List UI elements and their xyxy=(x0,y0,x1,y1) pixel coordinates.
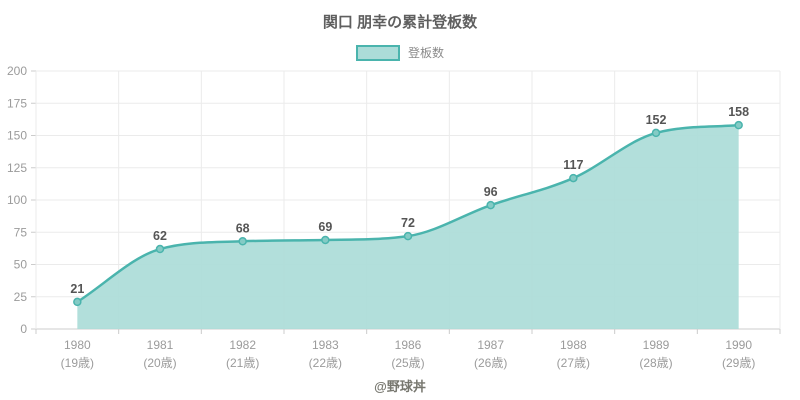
data-point xyxy=(403,231,413,241)
data-point xyxy=(486,200,495,210)
data-point xyxy=(569,173,578,183)
data-label: 152 xyxy=(646,113,667,127)
x-tick-label-age: (22歳) xyxy=(309,356,342,370)
y-tick-label: 25 xyxy=(14,290,28,304)
x-tick-label-age: (21歳) xyxy=(226,356,259,370)
x-tick-label-year: 1981 xyxy=(147,338,174,352)
legend-label: 登板数 xyxy=(407,46,444,60)
chart-title: 関口 朋幸の累計登板数 xyxy=(322,14,478,31)
data-point xyxy=(238,237,247,246)
data-label: 21 xyxy=(70,282,84,296)
x-tick-label-year: 1987 xyxy=(477,338,504,352)
x-tick-label-year: 1990 xyxy=(725,338,752,352)
x-tick-label-age: (26歳) xyxy=(474,356,507,370)
data-label: 96 xyxy=(484,185,498,199)
legend-swatch xyxy=(355,44,400,61)
data-point xyxy=(734,120,743,130)
y-tick-label: 100 xyxy=(7,193,27,207)
x-tick-label-year: 1986 xyxy=(395,338,422,352)
y-tick-label: 200 xyxy=(7,64,27,78)
watermark-text: @野球丼 xyxy=(374,379,426,394)
x-tick-label-age: (19歳) xyxy=(61,356,94,370)
x-tick-label-age: (29歳) xyxy=(722,356,755,370)
x-tick-label-age: (25歳) xyxy=(391,356,424,370)
y-tick-label: 175 xyxy=(7,96,27,110)
data-label: 68 xyxy=(236,221,250,235)
y-tick-label: 150 xyxy=(7,129,27,143)
x-tick-label-year: 1988 xyxy=(560,338,587,352)
data-label: 72 xyxy=(401,216,415,230)
data-point xyxy=(73,297,82,307)
area-fill xyxy=(77,125,739,330)
data-label: 62 xyxy=(153,229,167,243)
legend[interactable]: 登板数 xyxy=(0,44,800,61)
y-tick-label: 50 xyxy=(14,258,28,272)
data-point xyxy=(155,244,165,254)
data-label: 69 xyxy=(318,220,332,234)
x-tick-label-year: 1983 xyxy=(312,338,339,352)
x-tick-label-year: 1980 xyxy=(64,338,91,352)
y-tick-label: 0 xyxy=(20,322,27,336)
y-tick-label: 125 xyxy=(7,161,27,175)
data-label: 117 xyxy=(563,158,583,172)
x-tick-label-age: (20歳) xyxy=(143,356,176,370)
x-tick-label-age: (27歳) xyxy=(557,356,590,370)
data-point xyxy=(321,235,330,245)
x-tick-label-age: (28歳) xyxy=(639,356,672,370)
data-label: 158 xyxy=(728,105,749,119)
data-point xyxy=(651,128,661,138)
y-tick-label: 75 xyxy=(14,225,28,239)
x-tick-label-year: 1989 xyxy=(643,338,670,352)
x-tick-label-year: 1982 xyxy=(229,338,256,352)
